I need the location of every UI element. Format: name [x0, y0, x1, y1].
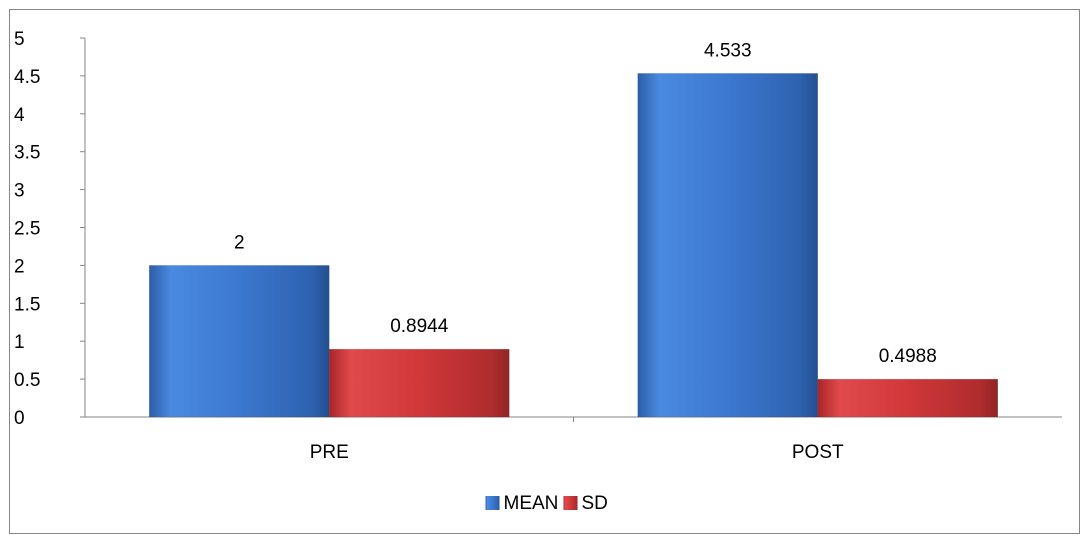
- y-tick-label: 5: [14, 29, 25, 50]
- chart-legend: MEAN SD: [485, 493, 608, 514]
- legend-swatch-sd: [563, 496, 578, 510]
- y-tick-label: 4.5: [14, 67, 40, 88]
- chart-labels: 2 0.8944 PRE 4.533 0.4988 POST: [234, 40, 937, 463]
- legend-swatch-mean: [485, 496, 500, 510]
- y-tick-label: 1.5: [14, 294, 40, 315]
- y-tick-label: 1: [14, 332, 25, 353]
- bar-sd-post: [817, 378, 999, 418]
- y-tick-label: 0: [14, 408, 25, 429]
- data-label: 0.4988: [879, 346, 937, 367]
- y-tick-label: 2.5: [14, 219, 40, 240]
- chart-bars: [148, 73, 999, 418]
- legend-label-mean: MEAN: [504, 493, 559, 514]
- y-tick-label: 3: [14, 181, 25, 202]
- data-label: 2: [234, 232, 245, 253]
- y-tick-label: 2: [14, 256, 25, 277]
- bar-sd-pre: [328, 348, 510, 418]
- data-label: 4.533: [704, 40, 752, 61]
- y-tick-label: 4: [14, 105, 25, 126]
- y-tick-label: 0.5: [14, 370, 40, 391]
- data-label: 0.8944: [390, 316, 449, 337]
- legend-label-sd: SD: [582, 493, 608, 514]
- bar-mean-pre: [148, 265, 330, 418]
- bar-mean-post: [637, 73, 819, 418]
- x-tick-label: PRE: [310, 442, 349, 463]
- y-tick-label: 3.5: [14, 143, 40, 164]
- x-tick-label: POST: [792, 442, 844, 463]
